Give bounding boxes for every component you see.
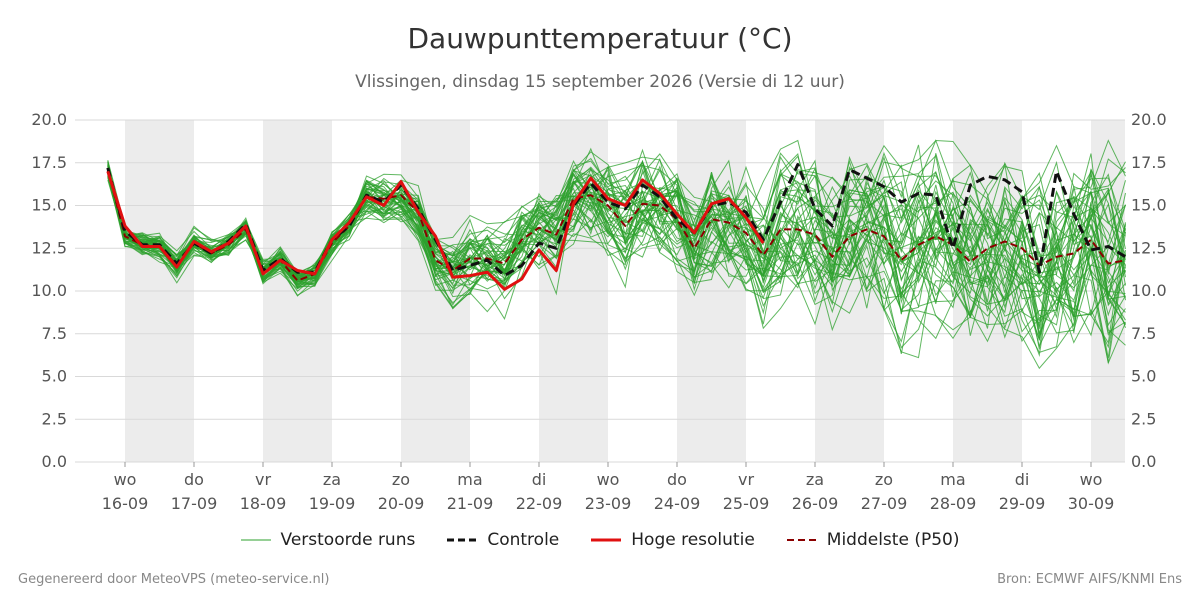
legend-swatch-hires bbox=[591, 538, 622, 542]
x-tick-date: 25-09 bbox=[723, 494, 770, 513]
legend-label-hires: Hoge resolutie bbox=[631, 530, 755, 550]
x-tick-date: 22-09 bbox=[516, 494, 563, 513]
chart-legend: Verstoorde runs Controle Hoge resolutie … bbox=[0, 530, 1200, 550]
ensemble-member-line bbox=[107, 148, 1126, 329]
x-tick-date: 26-09 bbox=[792, 494, 839, 513]
x-tick-weekday: ma bbox=[940, 470, 965, 489]
y-tick-label-left: 15.0 bbox=[31, 196, 67, 215]
x-tick-weekday: vr bbox=[255, 470, 271, 489]
x-tick-date: 20-09 bbox=[378, 494, 425, 513]
x-tick-date: 19-09 bbox=[309, 494, 356, 513]
series-line-control bbox=[106, 163, 1127, 278]
legend-swatch-ensemble bbox=[240, 539, 271, 541]
y-tick-label-right: 15.0 bbox=[1131, 196, 1167, 215]
legend-swatch-median bbox=[786, 539, 817, 541]
y-tick-label-right: 7.5 bbox=[1131, 324, 1156, 343]
y-tick-label-right: 0.0 bbox=[1131, 452, 1156, 471]
ensemble-member-line bbox=[107, 139, 1126, 348]
ensemble-member-line bbox=[107, 160, 1126, 327]
x-tick-weekday: wo bbox=[597, 470, 620, 489]
y-tick-label-left: 7.5 bbox=[42, 324, 67, 343]
y-tick-label-left: 2.5 bbox=[42, 409, 67, 428]
y-tick-label-left: 20.0 bbox=[31, 110, 67, 129]
x-tick-date: 23-09 bbox=[585, 494, 632, 513]
ensemble-member-line bbox=[107, 173, 1126, 334]
y-tick-label-right: 20.0 bbox=[1131, 110, 1167, 129]
legend-label-median: Middelste (P50) bbox=[826, 530, 960, 550]
x-tick-weekday: di bbox=[1015, 470, 1030, 489]
x-tick-weekday: zo bbox=[392, 470, 410, 489]
x-tick-date: 18-09 bbox=[240, 494, 287, 513]
x-tick-weekday: do bbox=[184, 470, 204, 489]
ensemble-member-line bbox=[107, 177, 1126, 315]
x-tick-weekday: za bbox=[323, 470, 341, 489]
ensemble-member-line bbox=[107, 152, 1126, 309]
y-tick-label-left: 5.0 bbox=[42, 367, 67, 386]
legend-item-hires: Hoge resolutie bbox=[591, 530, 755, 550]
x-tick-date: 28-09 bbox=[930, 494, 977, 513]
chart-title: Dauwpunttemperatuur (°C) bbox=[407, 22, 793, 55]
legend-item-ensemble: Verstoorde runs bbox=[240, 530, 416, 550]
y-tick-label-left: 10.0 bbox=[31, 281, 67, 300]
x-tick-weekday: wo bbox=[114, 470, 137, 489]
x-tick-date: 21-09 bbox=[447, 494, 494, 513]
y-tick-label-right: 5.0 bbox=[1131, 367, 1156, 386]
x-tick-weekday: za bbox=[806, 470, 824, 489]
x-tick-weekday: di bbox=[532, 470, 547, 489]
legend-label-ensemble: Verstoorde runs bbox=[280, 530, 416, 550]
series-line-hires bbox=[106, 170, 765, 291]
y-tick-label-right: 2.5 bbox=[1131, 409, 1156, 428]
y-tick-label-left: 12.5 bbox=[31, 238, 67, 257]
x-tick-date: 24-09 bbox=[654, 494, 701, 513]
y-tick-label-right: 17.5 bbox=[1131, 153, 1167, 172]
x-tick-date: 16-09 bbox=[102, 494, 149, 513]
legend-item-median: Middelste (P50) bbox=[786, 530, 960, 550]
x-tick-weekday: do bbox=[667, 470, 687, 489]
y-tick-label-left: 0.0 bbox=[42, 452, 67, 471]
x-tick-weekday: zo bbox=[875, 470, 893, 489]
y-tick-label-right: 10.0 bbox=[1131, 281, 1167, 300]
x-tick-date: 17-09 bbox=[171, 494, 218, 513]
legend-item-control: Controle bbox=[447, 530, 559, 550]
ensemble-member-line bbox=[107, 153, 1126, 310]
x-tick-date: 27-09 bbox=[861, 494, 908, 513]
x-tick-date: 29-09 bbox=[999, 494, 1046, 513]
series-line-median bbox=[106, 169, 1126, 282]
legend-swatch-control bbox=[447, 538, 478, 542]
chart-subtitle: Vlissingen, dinsdag 15 september 2026 (V… bbox=[355, 72, 845, 92]
y-tick-label-left: 17.5 bbox=[31, 153, 67, 172]
x-tick-weekday: wo bbox=[1080, 470, 1103, 489]
legend-label-control: Controle bbox=[487, 530, 560, 550]
x-tick-weekday: vr bbox=[738, 470, 754, 489]
footer-generated-by: Gegenereerd door MeteoVPS (meteo-service… bbox=[18, 572, 330, 587]
footer-source: Bron: ECMWF AIFS/KNMI Ens bbox=[997, 572, 1182, 587]
x-tick-date: 30-09 bbox=[1068, 494, 1115, 513]
ensemble-member-line bbox=[107, 139, 1126, 305]
x-tick-weekday: ma bbox=[457, 470, 482, 489]
y-tick-label-right: 12.5 bbox=[1131, 238, 1167, 257]
